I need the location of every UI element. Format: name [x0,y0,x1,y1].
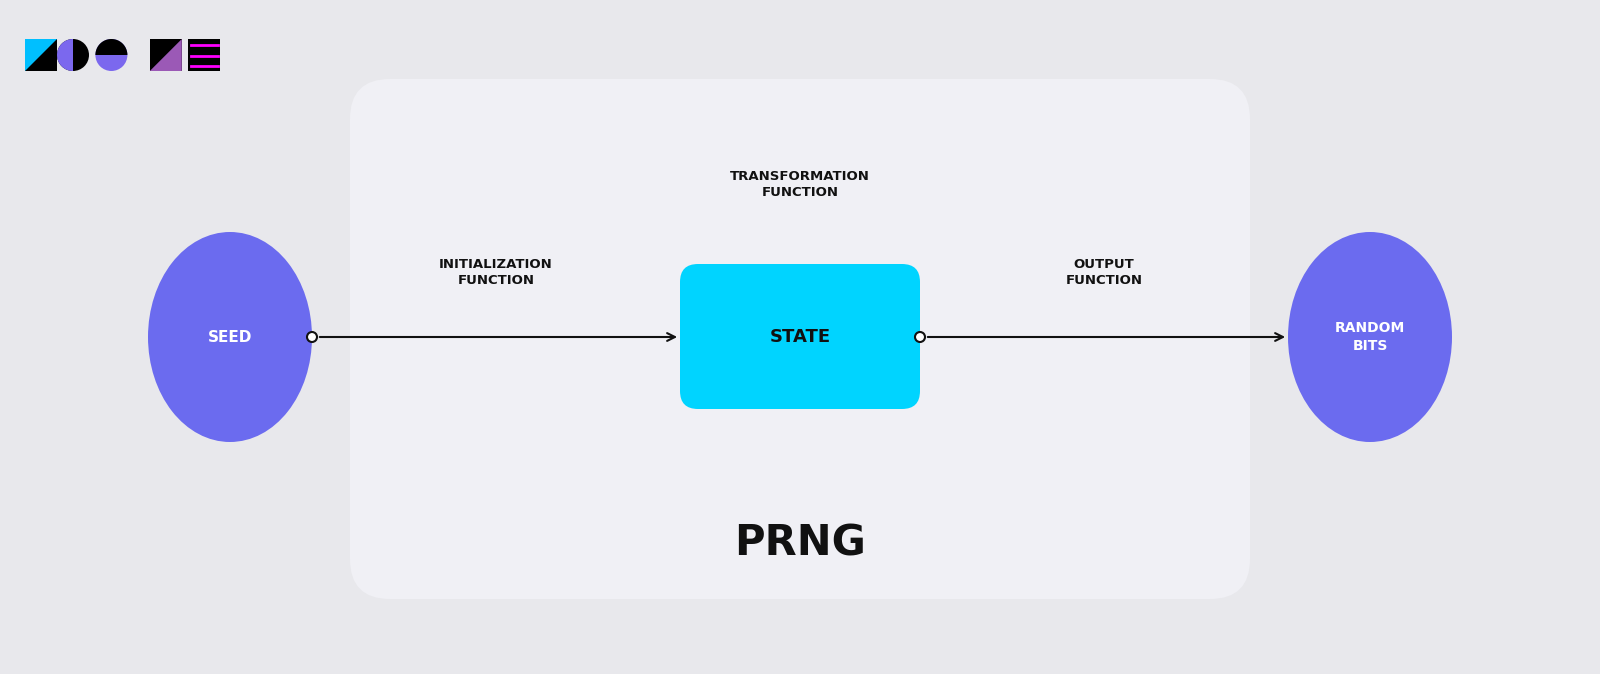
Polygon shape [96,39,128,55]
Bar [189,39,221,71]
Circle shape [58,39,90,71]
FancyBboxPatch shape [680,264,920,409]
Text: PRNG: PRNG [734,523,866,565]
Circle shape [915,332,925,342]
Text: OUTPUT
FUNCTION: OUTPUT FUNCTION [1066,258,1142,287]
Text: SEED: SEED [208,330,253,344]
Text: TRANSFORMATION
FUNCTION: TRANSFORMATION FUNCTION [730,170,870,199]
Circle shape [96,39,128,71]
FancyBboxPatch shape [350,79,1250,599]
Text: STATE: STATE [770,328,830,346]
Bar [26,39,58,71]
Polygon shape [26,39,58,71]
Text: INITIALIZATION
FUNCTION: INITIALIZATION FUNCTION [438,258,554,287]
Circle shape [307,332,317,342]
Bar [150,39,182,71]
Ellipse shape [147,232,312,442]
Ellipse shape [1288,232,1453,442]
Polygon shape [150,39,182,71]
Text: RANDOM
BITS: RANDOM BITS [1334,321,1405,353]
Polygon shape [58,39,74,71]
